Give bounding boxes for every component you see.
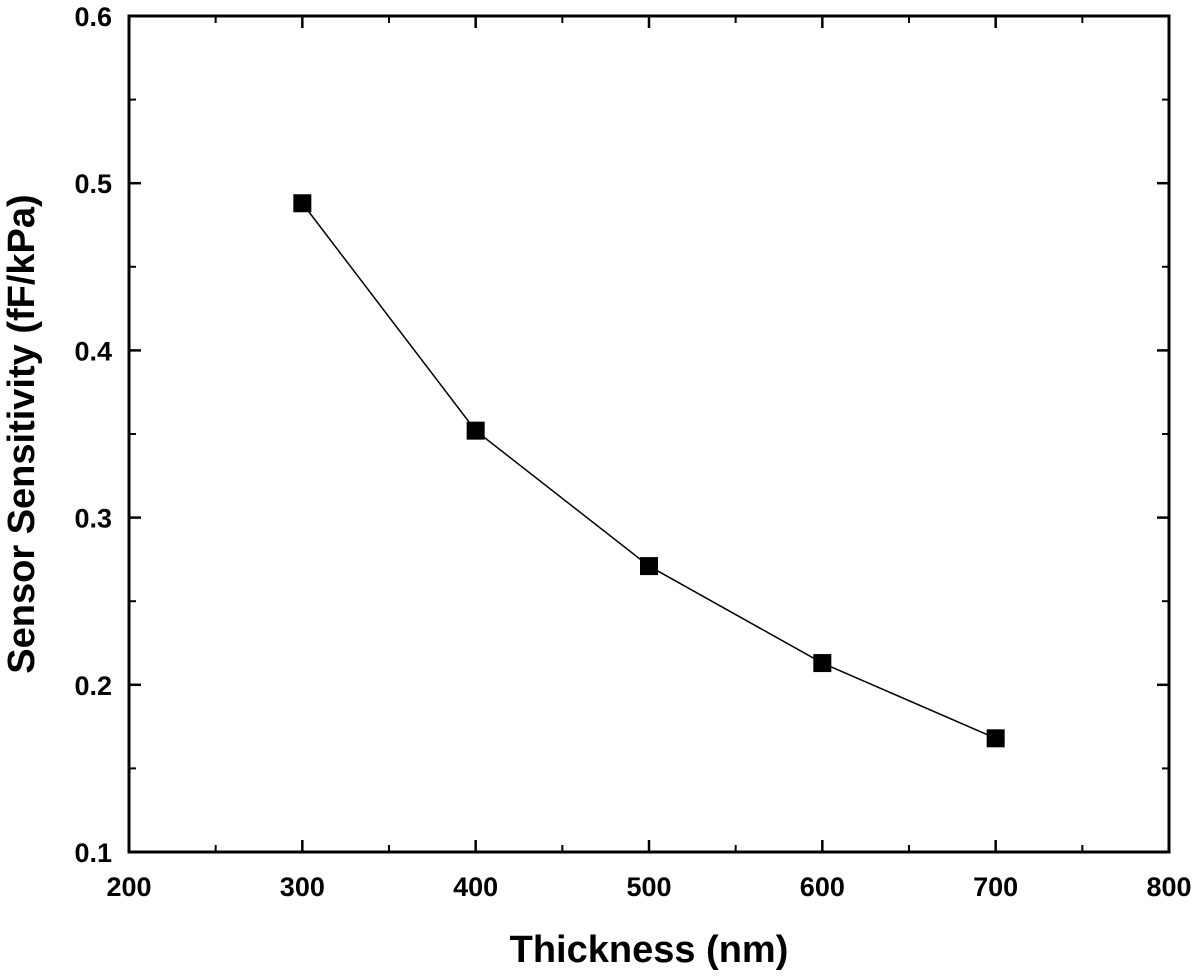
x-tick-label: 400 [453, 872, 498, 902]
y-tick-label: 0.6 [74, 2, 112, 32]
y-axis-tick-labels: 0.1 0.2 0.3 0.4 0.5 0.6 [74, 2, 112, 868]
y-tick-label: 0.5 [74, 169, 112, 199]
y-axis-title: Sensor Sensitivity (fF/kPa) [1, 194, 43, 673]
x-tick-label: 200 [106, 872, 151, 902]
y-tick-label: 0.2 [74, 671, 112, 701]
x-axis-ticks [127, 16, 1171, 852]
data-point-marker [293, 194, 312, 213]
y-tick-label: 0.4 [74, 336, 112, 366]
plot-frame [127, 14, 1171, 854]
data-point-marker [813, 654, 832, 673]
x-tick-label: 600 [800, 872, 845, 902]
y-axis-ticks [129, 14, 1169, 854]
series-group [293, 194, 1005, 748]
data-point-marker [466, 421, 485, 440]
data-point-marker [986, 729, 1005, 748]
x-tick-label: 700 [973, 872, 1018, 902]
x-tick-label: 500 [626, 872, 671, 902]
y-tick-label: 0.1 [74, 838, 112, 868]
series-line [301, 202, 996, 739]
x-axis-tick-labels: 200 300 400 500 600 700 800 [106, 872, 1191, 902]
x-tick-label: 300 [280, 872, 325, 902]
x-tick-label: 800 [1146, 872, 1191, 902]
y-tick-label: 0.3 [74, 504, 112, 534]
data-point-marker [640, 557, 658, 576]
x-axis-title: Thickness (nm) [510, 929, 789, 971]
